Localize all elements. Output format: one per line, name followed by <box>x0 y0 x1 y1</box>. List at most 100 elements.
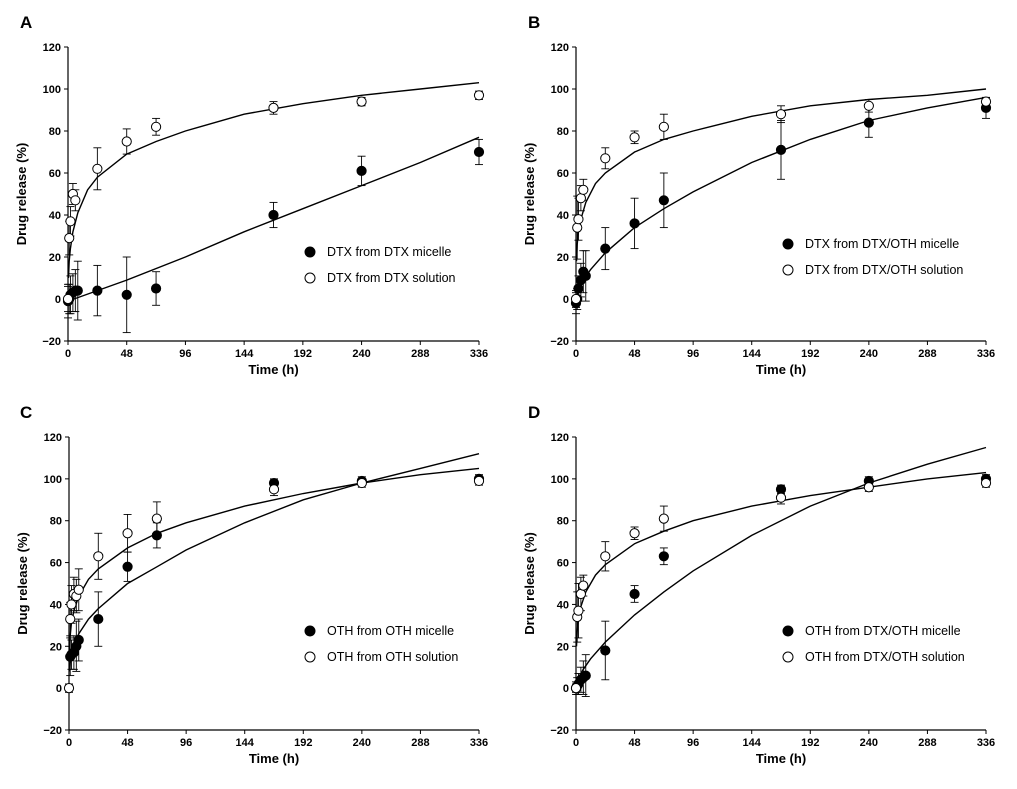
y-axis-title: Drug release (%) <box>522 143 537 246</box>
panel-label: B <box>528 13 540 32</box>
data-point-filled <box>775 144 787 155</box>
panel-label: C <box>20 403 32 422</box>
y-tick-label: 80 <box>49 126 61 138</box>
data-point-open <box>863 482 874 493</box>
y-tick-label: −20 <box>43 725 62 737</box>
data-point-filled <box>580 670 591 681</box>
y-tick-label: 20 <box>50 641 62 653</box>
x-tick-label: 192 <box>801 348 819 360</box>
data-point-open <box>573 605 584 616</box>
legend-entry: OTH from DTX/OTH solution <box>805 650 965 664</box>
panel-d: D −20 0 20 40 60 80 100 120 0 48 96 144 192 240 288 336 T… <box>522 403 995 766</box>
x-axis-title: Time (h) <box>248 362 298 377</box>
y-tick-label: 0 <box>55 294 61 306</box>
x-tick-label: 336 <box>977 348 995 360</box>
y-tick-label: 40 <box>557 210 569 222</box>
data-point-open <box>570 293 582 305</box>
data-point-filled <box>629 588 640 600</box>
data-point-filled <box>356 165 367 176</box>
x-tick-label: 144 <box>743 737 762 749</box>
y-tick-label: 80 <box>557 126 569 138</box>
x-tick-label: 336 <box>470 737 488 749</box>
y-tick-label: 80 <box>50 516 62 528</box>
data-point-open <box>65 216 76 227</box>
x-tick-label: 288 <box>411 737 429 749</box>
data-point-filled <box>268 209 279 221</box>
x-tick-label: 0 <box>65 348 71 360</box>
x-tick-label: 48 <box>121 737 133 749</box>
data-point-open <box>473 90 485 101</box>
data-point-filled <box>600 243 611 254</box>
data-point-open <box>575 588 586 600</box>
y-tick-label: 100 <box>551 474 569 486</box>
x-tick-label: 144 <box>743 348 762 360</box>
x-tick-label: 288 <box>411 348 429 360</box>
data-point-open <box>73 584 84 595</box>
x-tick-label: 240 <box>860 737 878 749</box>
y-tick-label: 120 <box>44 432 62 444</box>
data-point-filled <box>92 285 103 296</box>
data-point-open <box>600 551 611 562</box>
x-tick-label: 336 <box>977 737 995 749</box>
y-tick-label: 60 <box>557 558 569 570</box>
x-tick-label: 48 <box>628 348 640 360</box>
data-point-open <box>63 683 75 694</box>
y-axis-title: Drug release (%) <box>15 532 30 635</box>
data-point-open <box>473 475 485 487</box>
data-point-open <box>658 121 669 132</box>
x-tick-label: 144 <box>235 348 254 360</box>
data-point-filled <box>122 561 133 572</box>
data-point-filled <box>150 283 162 294</box>
legend-marker <box>304 272 316 284</box>
y-tick-label: −20 <box>550 336 569 348</box>
y-tick-label: 60 <box>49 168 61 180</box>
y-tick-label: −20 <box>550 725 569 737</box>
y-axis-title: Drug release (%) <box>522 532 537 635</box>
y-tick-label: 0 <box>56 683 62 695</box>
legend-entry: OTH from OTH solution <box>327 650 458 664</box>
x-axis-title: Time (h) <box>756 362 806 377</box>
y-tick-label: 120 <box>551 432 569 444</box>
y-tick-label: 100 <box>43 84 61 96</box>
data-point-open <box>122 528 133 539</box>
legend-entry: DTX from DTX/OTH micelle <box>805 237 959 251</box>
data-point-open <box>93 551 104 562</box>
data-point-filled <box>863 117 874 128</box>
data-point-filled <box>658 551 669 562</box>
x-tick-label: 288 <box>918 737 936 749</box>
data-point-filled <box>600 645 611 656</box>
data-point-open <box>578 184 589 195</box>
data-point-open <box>775 492 787 503</box>
data-point-open <box>573 214 584 225</box>
x-tick-label: 240 <box>352 348 370 360</box>
x-tick-label: 336 <box>470 348 488 360</box>
data-point-open <box>268 102 279 114</box>
data-point-filled <box>93 613 104 625</box>
data-point-filled <box>73 634 84 646</box>
x-tick-label: 192 <box>801 737 819 749</box>
legend-marker <box>782 651 794 663</box>
data-point-open <box>629 132 640 143</box>
legend-entry: DTX from DTX solution <box>327 271 456 285</box>
data-point-filled <box>629 218 640 229</box>
data-point-open <box>64 233 75 244</box>
x-tick-label: 288 <box>918 348 936 360</box>
y-tick-label: 40 <box>557 599 569 611</box>
x-axis-title: Time (h) <box>756 751 806 766</box>
data-point-open <box>356 96 367 107</box>
panel-label: D <box>528 403 540 422</box>
data-point-open <box>570 683 582 694</box>
x-tick-label: 96 <box>687 348 699 360</box>
x-tick-label: 192 <box>294 348 312 360</box>
x-tick-label: 96 <box>179 348 191 360</box>
data-point-open <box>70 195 81 206</box>
y-tick-label: 0 <box>563 683 569 695</box>
y-tick-label: 40 <box>49 210 61 222</box>
x-tick-label: 0 <box>66 737 72 749</box>
legend-entry: OTH from DTX/OTH micelle <box>805 624 961 638</box>
legend-entry: DTX from DTX micelle <box>327 245 451 259</box>
legend-marker <box>304 246 316 258</box>
data-point-filled <box>580 270 591 281</box>
panel-c: C −20 0 20 40 60 80 100 120 0 48 96 144 192 240 288 336 T… <box>15 403 488 766</box>
x-tick-label: 96 <box>687 737 699 749</box>
